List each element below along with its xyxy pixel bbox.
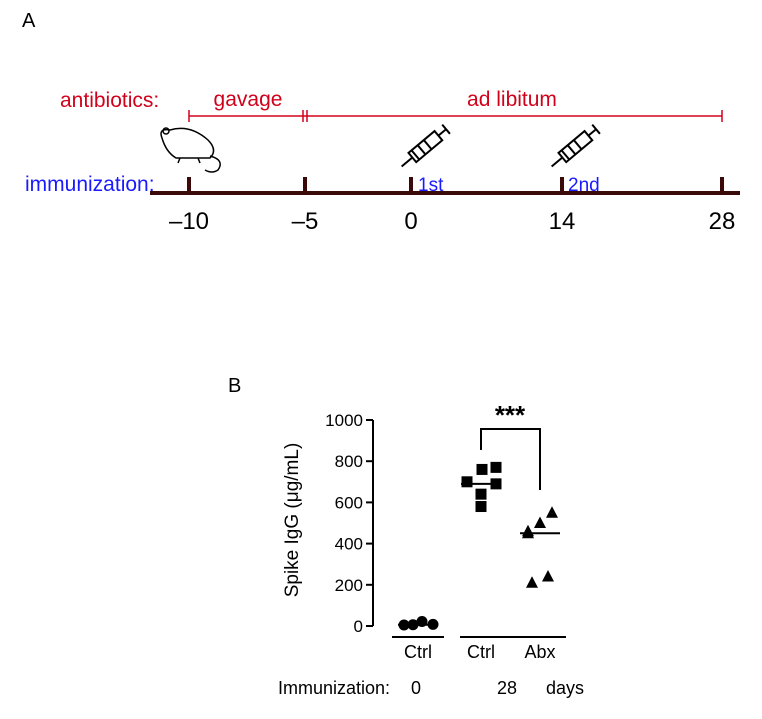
group-title: Immunization: — [278, 678, 390, 698]
dose-label: 2nd — [568, 175, 600, 196]
data-point — [526, 576, 538, 588]
chart: B Spike IgG (μg/mL) 0 200 400 600 800 1000 Ctrl C… — [228, 375, 584, 698]
data-point — [542, 570, 554, 582]
panel-label: A — [22, 10, 36, 32]
timeline-tick-label: 0 — [404, 208, 417, 235]
data-point — [546, 506, 558, 518]
y-axis-label: Spike IgG (μg/mL) — [282, 443, 303, 598]
data-point — [490, 461, 502, 473]
mouse-icon — [160, 127, 221, 173]
syringe-icon — [550, 123, 601, 168]
group-label: 28 — [497, 678, 517, 698]
dose-label: 1st — [418, 175, 444, 196]
y-tick-label: 400 — [335, 535, 363, 554]
timeline-tick-label: –5 — [292, 208, 319, 235]
phase-label: ad libitum — [467, 88, 557, 111]
data-point — [461, 476, 473, 488]
y-tick-label: 800 — [335, 452, 363, 471]
group-unit: days — [546, 678, 584, 698]
immunization-label: immunization: — [25, 173, 155, 196]
x-tick-label: Abx — [524, 642, 555, 662]
significance-bracket — [480, 428, 541, 490]
data-point — [475, 501, 487, 513]
panel-label: B — [228, 375, 241, 397]
x-tick-label: Ctrl — [467, 642, 495, 662]
syringe-icon — [400, 123, 451, 168]
antibiotics-label: antibiotics: — [60, 89, 159, 112]
x-tick-label: Ctrl — [404, 642, 432, 662]
data-point — [522, 524, 534, 537]
y-tick-label: 600 — [335, 493, 363, 512]
y-tick-label: 200 — [335, 576, 363, 595]
y-tick-label: 1000 — [325, 411, 363, 430]
data-point — [534, 516, 546, 528]
data-point — [475, 488, 487, 500]
timeline: gavage ad libitum –10 –5 0 14 28 1st 2nd — [150, 88, 740, 235]
significance-label: *** — [495, 400, 526, 430]
data-point — [476, 463, 488, 475]
timeline-tick-label: –10 — [169, 208, 209, 235]
timeline-tick-label: 14 — [549, 208, 576, 235]
phase-label: gavage — [214, 88, 283, 111]
y-tick-label: 0 — [354, 617, 363, 636]
group-label: 0 — [411, 678, 421, 698]
timeline-tick-label: 28 — [709, 208, 736, 235]
